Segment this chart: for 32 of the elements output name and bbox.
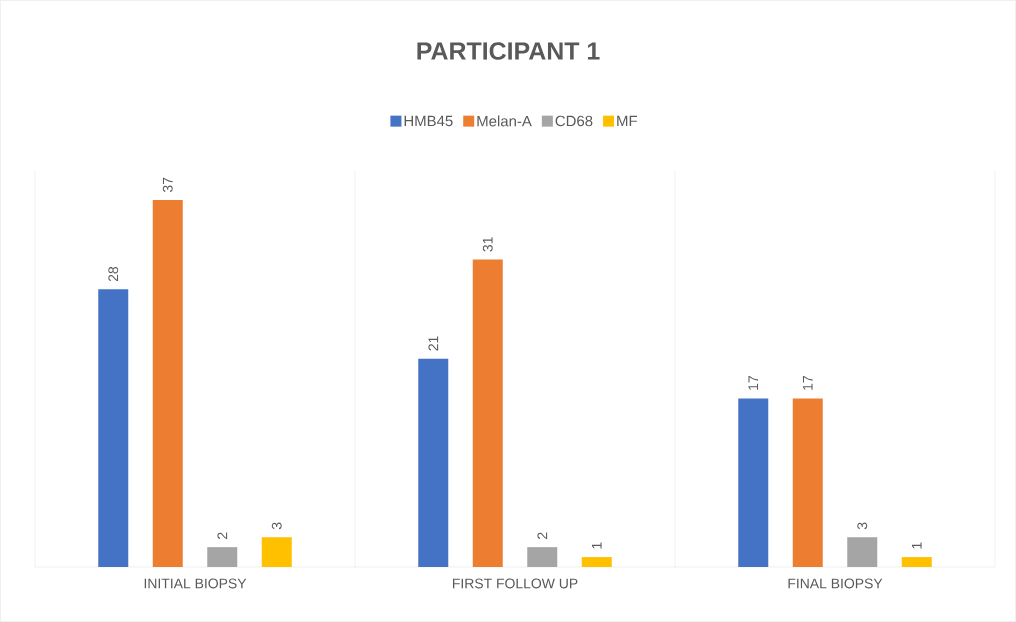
data-label: 37 [162, 177, 173, 193]
bar [472, 259, 503, 567]
bar [901, 557, 932, 567]
data-label: 2 [537, 532, 548, 539]
bar [98, 289, 129, 567]
bar [792, 398, 823, 567]
data-label: 3 [857, 522, 868, 530]
x-tick-label: FIRST FOLLOW UP [452, 578, 578, 589]
bar [261, 537, 292, 567]
bar [847, 537, 878, 567]
data-label: 2 [217, 532, 228, 539]
data-label: 17 [748, 376, 759, 390]
x-tick-label: FINAL BIOPSY [788, 578, 883, 589]
x-tick-label: INITIAL BIOPSY [144, 578, 247, 589]
legend-label: MF [617, 115, 638, 127]
legend-label: Melan-A [477, 115, 532, 127]
data-label: 17 [802, 376, 813, 390]
bar [207, 547, 238, 567]
bar [152, 200, 183, 567]
bar [527, 547, 558, 567]
data-label: 3 [271, 522, 282, 530]
data-label: 1 [591, 542, 602, 549]
legend-label: CD68 [555, 115, 593, 127]
chart-title: PARTICIPANT 1 [417, 42, 600, 60]
bar [738, 398, 769, 567]
bar [581, 557, 612, 567]
data-label: 28 [108, 266, 119, 282]
data-label: 31 [482, 237, 493, 252]
bar [418, 358, 449, 567]
legend-label: HMB45 [404, 115, 453, 127]
data-label: 1 [911, 542, 922, 549]
data-label: 21 [428, 336, 439, 351]
